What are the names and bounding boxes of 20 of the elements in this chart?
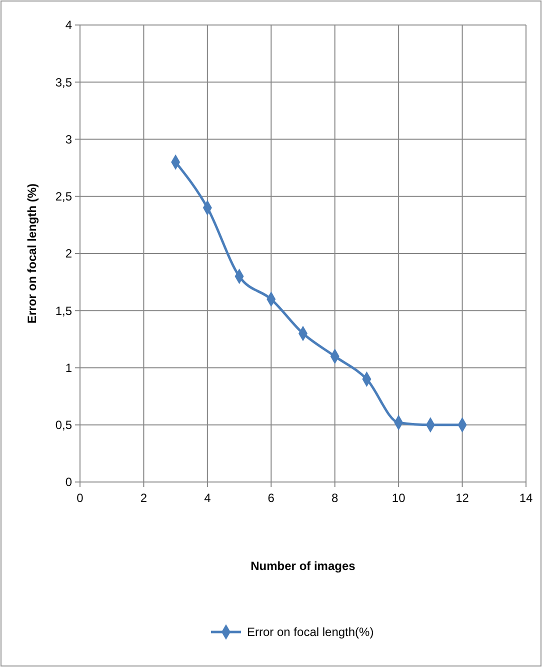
y-tick-label: 3,5 bbox=[55, 75, 72, 90]
y-tick-label: 3 bbox=[65, 132, 72, 146]
y-tick-label: 0,5 bbox=[55, 418, 72, 432]
y-tick-label: 1,5 bbox=[55, 304, 72, 318]
y-tick-label: 2 bbox=[65, 246, 72, 261]
y-tick-label: 2,5 bbox=[55, 190, 72, 204]
x-tick-label: 6 bbox=[268, 491, 275, 505]
x-tick-label: 10 bbox=[392, 491, 406, 505]
y-tick-label: 4 bbox=[65, 18, 72, 32]
x-tick-label: 2 bbox=[140, 491, 148, 505]
x-tick-label: 0 bbox=[76, 491, 84, 505]
x-tick-label: 12 bbox=[456, 491, 470, 505]
legend-label: Error on focal length(%) bbox=[247, 625, 374, 640]
y-tick-label: 1 bbox=[65, 360, 72, 375]
x-tick-label: 4 bbox=[204, 491, 212, 505]
x-axis-title: Number of images bbox=[250, 559, 356, 573]
y-axis-title: Error on focal length (%) bbox=[25, 183, 39, 324]
x-tick-label: 14 bbox=[519, 491, 533, 505]
x-tick-label: 8 bbox=[332, 491, 339, 505]
y-tick-label: 0 bbox=[65, 475, 72, 490]
